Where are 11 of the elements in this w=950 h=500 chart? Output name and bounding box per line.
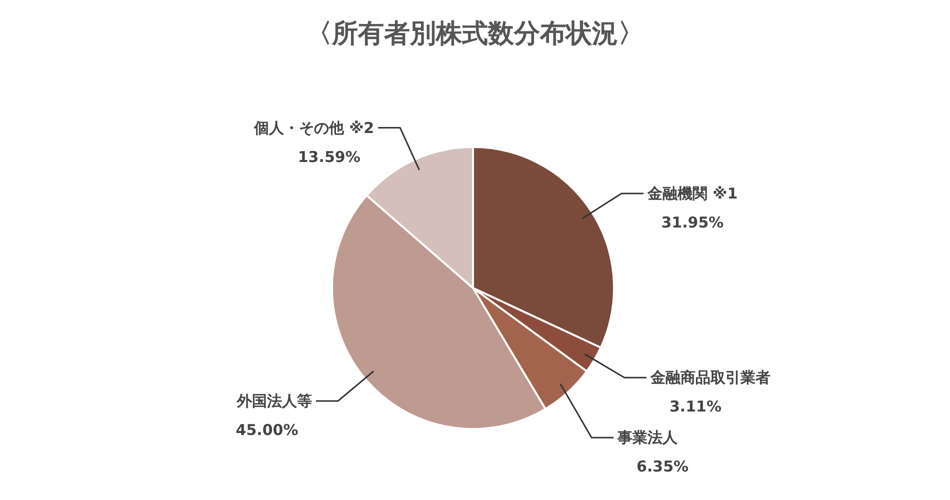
data-label: 13.59% [298,148,360,166]
data-label: 3.11% [669,398,722,416]
slice-label: 金融商品取引業者 [649,368,770,387]
data-label: 6.35% [636,458,689,476]
slice-label: 事業法人 [616,428,679,447]
slice-label: 個人・その他 ※2 [252,118,374,137]
slice-label: 外国法人等 [236,392,312,410]
slice-label: 金融機関 ※1 [646,184,738,202]
data-label: 45.00% [236,420,298,439]
data-label: 31.95% [661,213,724,232]
chart-title: 〈所有者別株式数分布状況〉 [306,19,644,49]
